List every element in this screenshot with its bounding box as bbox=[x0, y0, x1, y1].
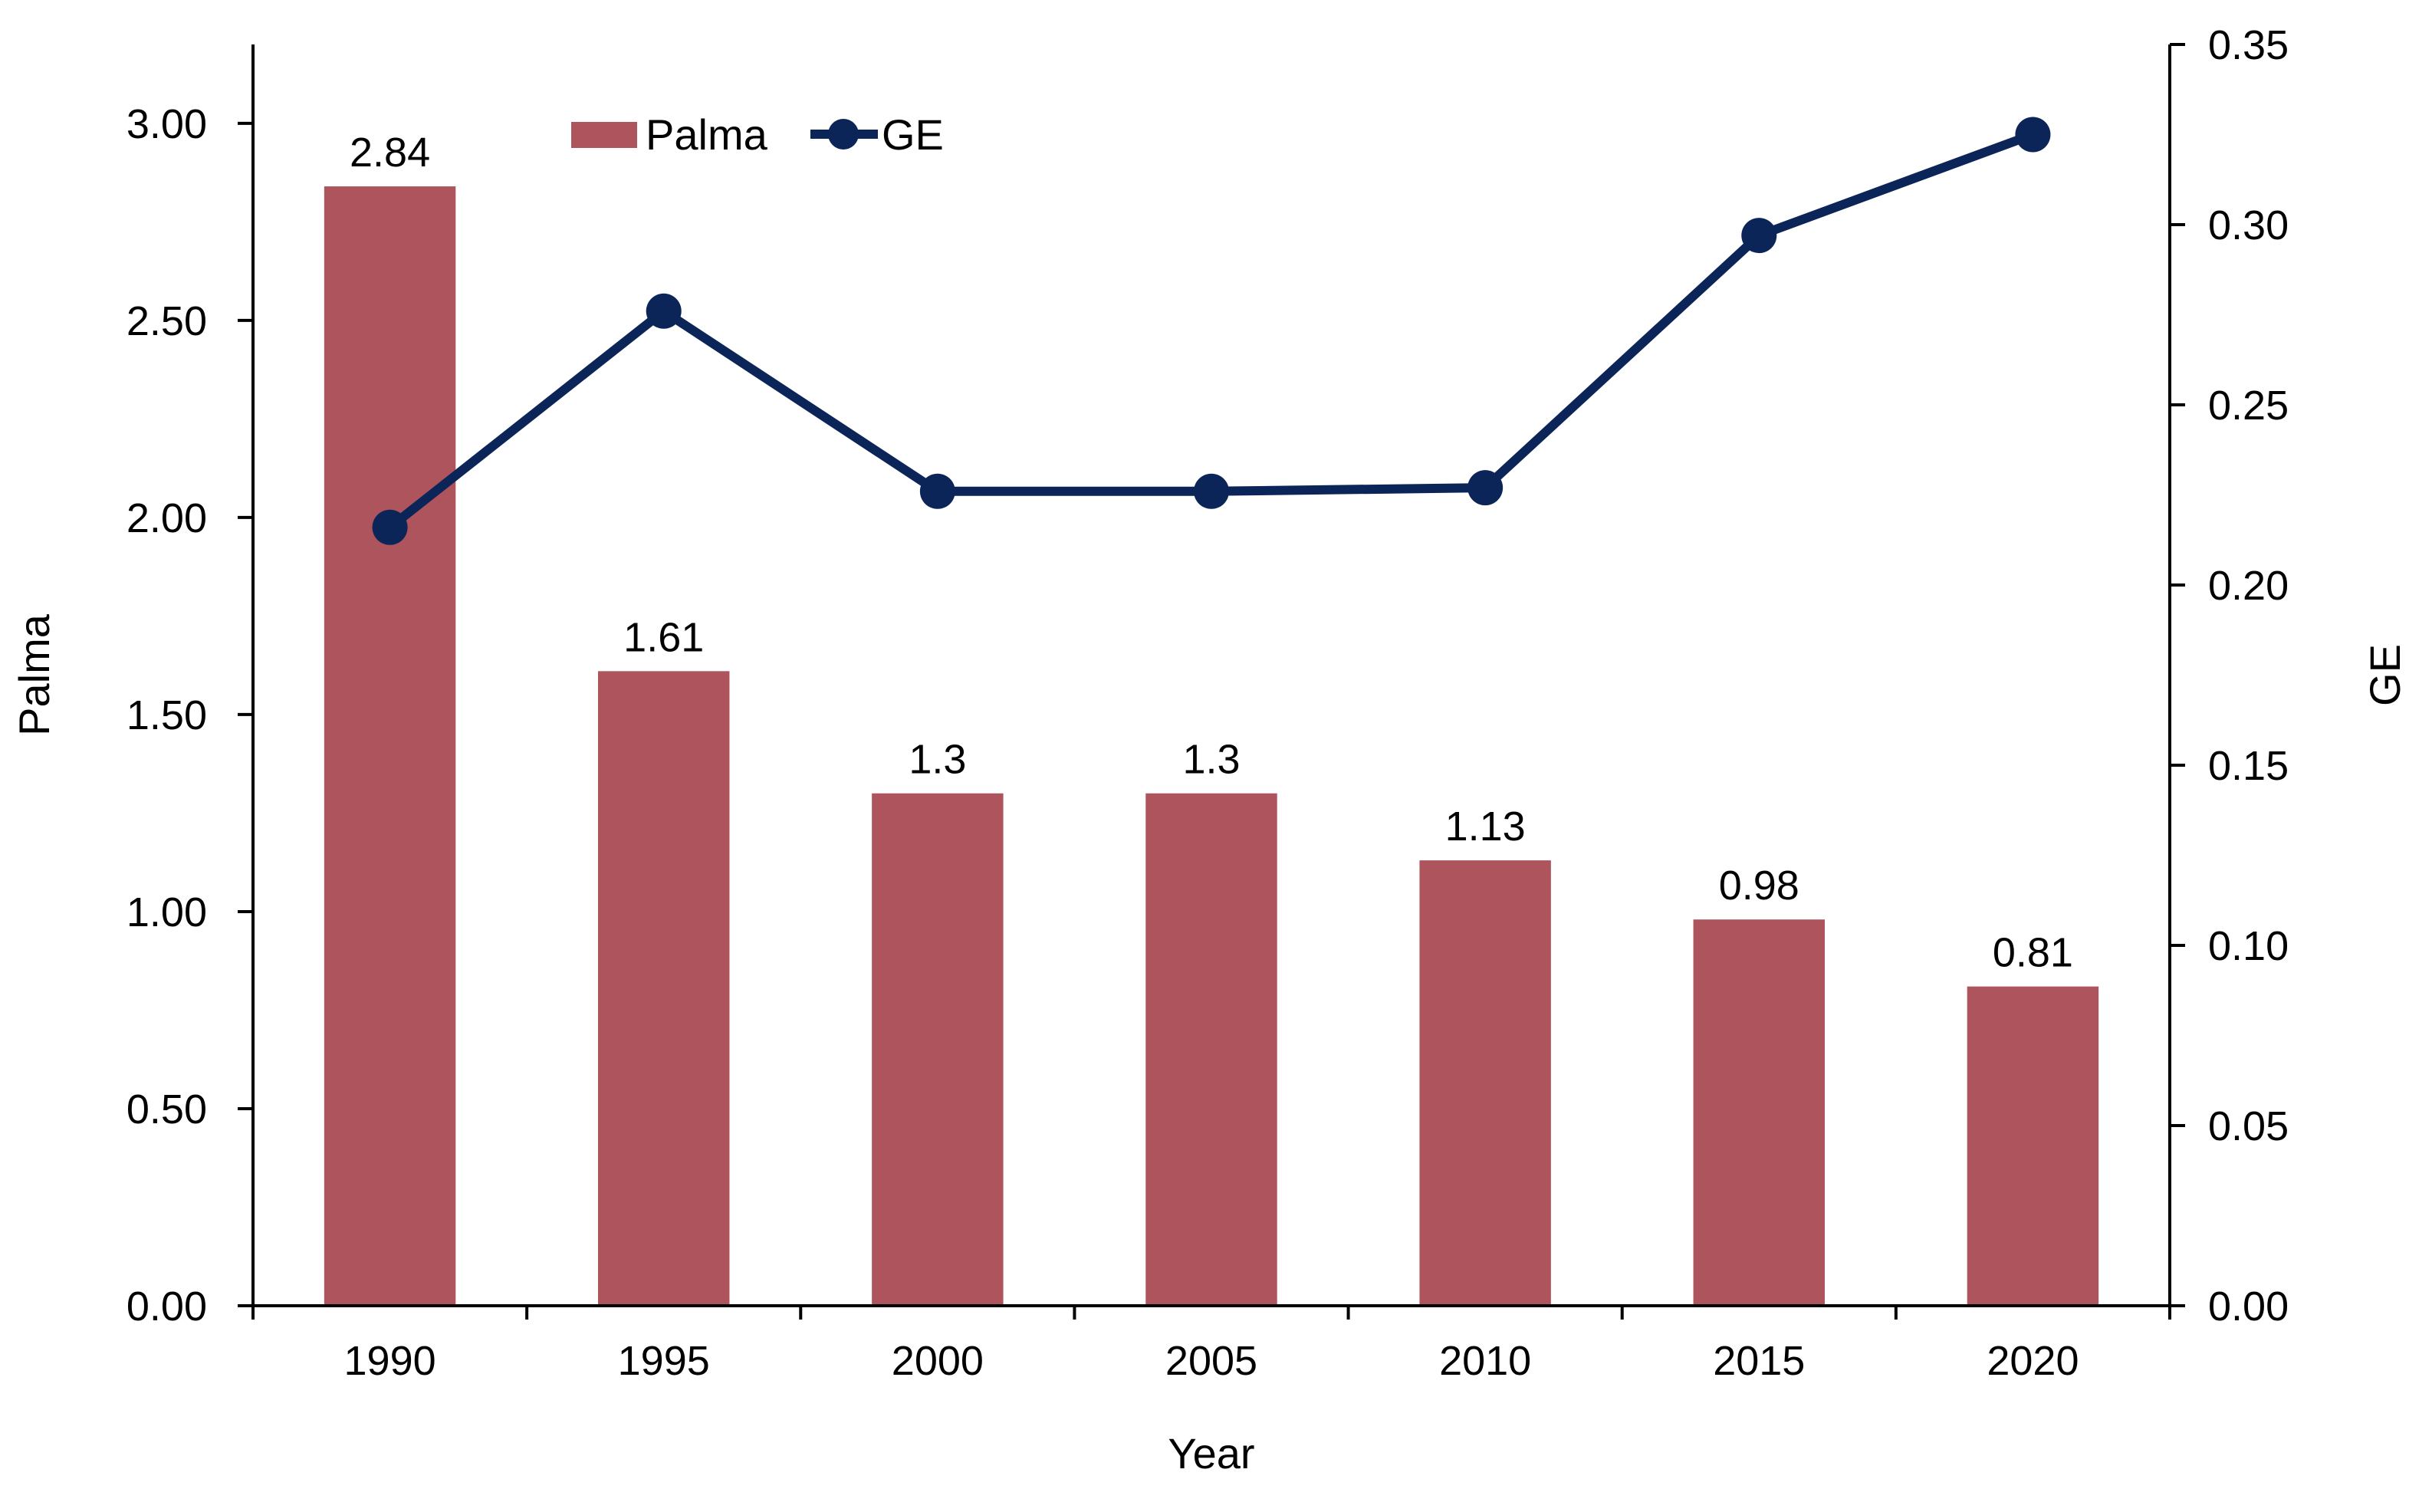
ge-point-1990 bbox=[372, 509, 408, 545]
left-y-tick-label: 0.50 bbox=[127, 1086, 207, 1132]
palma-data-label-2015: 0.98 bbox=[1719, 863, 1799, 909]
legend-palma-swatch bbox=[571, 122, 637, 148]
palma-bar-1995 bbox=[598, 671, 730, 1306]
axes-layer: 0.00 0.50 1.00 1.50 2.00 2.50 3.00 0.00 0.05 0.10… bbox=[10, 22, 2409, 1477]
x-tick-label-1990: 1990 bbox=[344, 1338, 436, 1384]
x-tick-label-2010: 2010 bbox=[1439, 1338, 1531, 1384]
palma-bar-2005 bbox=[1145, 793, 1277, 1306]
x-tick-label-2020: 2020 bbox=[1987, 1338, 2079, 1384]
right-y-tick-label: 0.05 bbox=[2208, 1103, 2289, 1149]
legend-ge-marker bbox=[828, 119, 859, 150]
ge-point-1995 bbox=[646, 293, 682, 329]
right-y-tick-label: 0.00 bbox=[2208, 1284, 2289, 1330]
x-tick-label-2015: 2015 bbox=[1713, 1338, 1805, 1384]
legend-palma-label: Palma bbox=[646, 110, 768, 159]
right-y-tick-label: 0.15 bbox=[2208, 743, 2289, 789]
line-layer bbox=[372, 117, 2051, 545]
labels-layer: 2.84 1.61 1.3 1.3 1.13 0.98 0.81 bbox=[350, 130, 2073, 976]
ge-point-2000 bbox=[919, 473, 955, 509]
x-tick-label-2005: 2005 bbox=[1165, 1338, 1257, 1384]
x-tick-label-2000: 2000 bbox=[892, 1338, 984, 1384]
palma-bar-2010 bbox=[1419, 860, 1551, 1306]
palma-bar-2015 bbox=[1693, 919, 1825, 1306]
ge-point-2020 bbox=[2015, 117, 2051, 153]
left-y-tick-label: 2.00 bbox=[127, 495, 207, 541]
right-y-tick-label: 0.25 bbox=[2208, 383, 2289, 429]
legend-ge-label: GE bbox=[882, 110, 944, 159]
ge-line bbox=[386, 130, 2035, 531]
palma-data-label-2010: 1.13 bbox=[1445, 804, 1526, 850]
x-tick-label-1995: 1995 bbox=[618, 1338, 710, 1384]
palma-bar-2020 bbox=[1967, 986, 2099, 1306]
bars-layer bbox=[324, 186, 2099, 1306]
ge-point-2015 bbox=[1741, 218, 1777, 254]
right-y-tick-label: 0.30 bbox=[2208, 202, 2289, 248]
palma-data-label-2020: 0.81 bbox=[1993, 930, 2073, 976]
palma-bar-1990 bbox=[324, 186, 456, 1306]
right-y-tick-label: 0.20 bbox=[2208, 563, 2289, 609]
x-axis-title: Year bbox=[1168, 1429, 1254, 1477]
left-y-tick-label: 2.50 bbox=[127, 298, 207, 344]
right-y-tick-label: 0.10 bbox=[2208, 923, 2289, 969]
palma-data-label-2005: 1.3 bbox=[1182, 737, 1240, 783]
palma-data-label-1995: 1.61 bbox=[623, 614, 704, 660]
palma-data-label-2000: 1.3 bbox=[909, 737, 966, 783]
left-y-axis-title: Palma bbox=[10, 613, 58, 736]
left-y-tick-label: 1.00 bbox=[127, 889, 207, 935]
left-y-tick-label: 3.00 bbox=[127, 101, 207, 147]
left-y-tick-label: 0.00 bbox=[127, 1284, 207, 1330]
legend: Palma GE bbox=[571, 110, 944, 159]
right-y-axis-title: GE bbox=[2361, 644, 2409, 706]
palma-bar-2000 bbox=[872, 793, 1004, 1306]
right-y-tick-label: 0.35 bbox=[2208, 22, 2289, 68]
ge-point-2010 bbox=[1467, 470, 1504, 506]
left-y-tick-label: 1.50 bbox=[127, 692, 207, 738]
ge-point-2005 bbox=[1194, 473, 1229, 509]
palma-data-label-1990: 2.84 bbox=[350, 130, 430, 176]
